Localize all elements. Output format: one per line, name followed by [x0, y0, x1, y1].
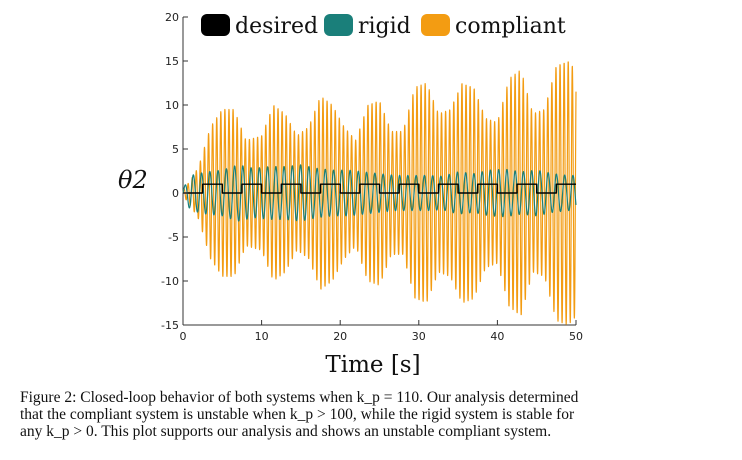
y-axis-label: θ2 — [118, 166, 148, 194]
legend-swatch-compliant — [421, 14, 450, 36]
caption-line-2: that the compliant system is unstable wh… — [20, 406, 575, 423]
x-tick-label: 0 — [180, 330, 187, 343]
series-layer — [182, 61, 577, 325]
x-tick-label: 10 — [255, 330, 269, 343]
x-tick-label: 30 — [412, 330, 426, 343]
x-tick-label: 20 — [333, 330, 347, 343]
plot-area: -15 -10 -5 0 5 10 15 20 0 10 20 30 40 50 — [161, 11, 583, 343]
x-tick-label: 50 — [569, 330, 583, 343]
legend-label-rigid: rigid — [358, 14, 411, 39]
caption-line-1: Figure 2: Closed-loop behavior of both s… — [20, 389, 579, 406]
y-tick-label: 0 — [172, 187, 179, 200]
y-tick-label: 15 — [165, 55, 179, 68]
x-tick-label: 40 — [490, 330, 504, 343]
legend-label-desired: desired — [235, 14, 318, 39]
legend-label-compliant: compliant — [455, 14, 566, 39]
y-tick-label: 20 — [165, 11, 179, 24]
series-line-rigid — [182, 164, 577, 222]
legend-swatch-rigid — [324, 14, 353, 36]
y-tick-label: 5 — [172, 143, 179, 156]
y-tick-label: -5 — [168, 231, 179, 244]
legend-swatch-desired — [201, 14, 230, 36]
series-line-desired — [183, 183, 576, 194]
y-tick-label: 10 — [165, 99, 179, 112]
caption-line-3: any k_p > 0. This plot supports our anal… — [20, 423, 552, 440]
ticks-layer: -15 -10 -5 0 5 10 15 20 0 10 20 30 40 50 — [161, 11, 583, 343]
legend: desired rigid compliant — [201, 14, 566, 39]
figure-caption: Figure 2: Closed-loop behavior of both s… — [20, 389, 720, 440]
y-tick-label: -15 — [161, 319, 179, 332]
x-axis-label: Time [s] — [325, 352, 420, 378]
y-tick-label: -10 — [161, 275, 179, 288]
